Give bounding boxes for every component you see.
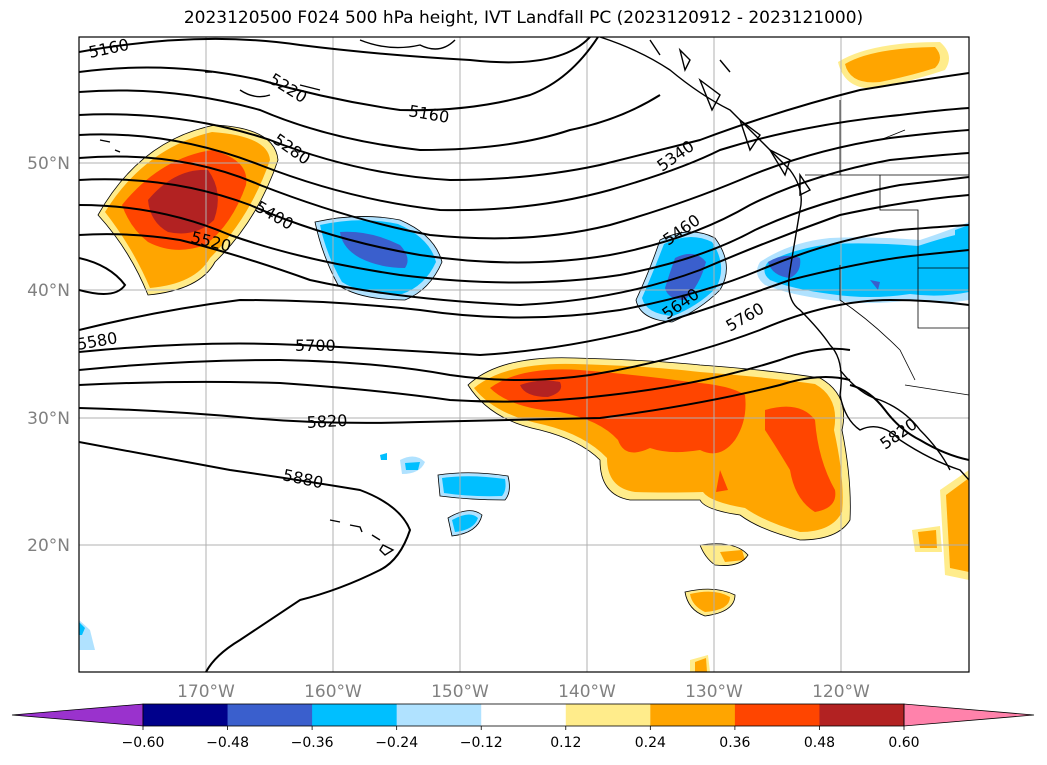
colorbar-swatch bbox=[227, 704, 313, 726]
colorbar-tick-label: −0.12 bbox=[460, 735, 503, 751]
latitude-labels: 50°N 40°N 30°N 20°N bbox=[27, 154, 70, 556]
colorbar-swatch bbox=[819, 704, 905, 726]
ivt-positive-shading bbox=[98, 42, 969, 672]
contour-label: 5400 bbox=[252, 197, 297, 234]
contour-label: 5820 bbox=[876, 414, 920, 453]
lon-label-160w: 160°W bbox=[304, 682, 362, 702]
contour-label: 5580 bbox=[75, 328, 118, 354]
contour-label: 5700 bbox=[295, 336, 336, 355]
contour-label: 5880 bbox=[281, 465, 325, 492]
colorbar-swatch bbox=[565, 704, 651, 726]
lon-label-140w: 140°W bbox=[558, 682, 616, 702]
colorbar-tick-label: −0.36 bbox=[291, 735, 334, 751]
hawaii-islands bbox=[329, 519, 395, 556]
map-frame bbox=[78, 36, 970, 673]
lon-label-130w: 130°W bbox=[685, 682, 743, 702]
colorbar-tick-label: 0.60 bbox=[888, 735, 919, 751]
colorbar-tick-label: 0.48 bbox=[804, 735, 835, 751]
borders bbox=[805, 100, 969, 396]
lon-label-150w: 150°W bbox=[431, 682, 489, 702]
graticule bbox=[79, 37, 969, 672]
colorbar-tick-label: 0.24 bbox=[635, 735, 666, 751]
colorbar-swatch bbox=[650, 704, 736, 726]
contour-label: 5160 bbox=[407, 101, 450, 127]
lon-label-170w: 170°W bbox=[177, 682, 235, 702]
colorbar-swatch bbox=[734, 704, 820, 726]
colorbar-tick-label: −0.24 bbox=[375, 735, 418, 751]
map-title: 2023120500 F024 500 hPa height, IVT Land… bbox=[183, 8, 864, 28]
ivt-negative-shading bbox=[79, 216, 969, 650]
lat-label-20n: 20°N bbox=[27, 536, 70, 556]
colorbar-swatch bbox=[312, 704, 398, 726]
contour-label: 5220 bbox=[266, 69, 311, 107]
lat-label-30n: 30°N bbox=[27, 409, 70, 429]
lat-label-50n: 50°N bbox=[27, 154, 70, 174]
colorbar-tick-label: 0.12 bbox=[550, 735, 581, 751]
colorbar-frame bbox=[142, 703, 905, 727]
colorbar-tick-label: −0.48 bbox=[206, 735, 249, 751]
colorbar-extend-low bbox=[11, 703, 144, 727]
map-area: 5160 5220 5160 5280 5340 5400 5520 5460 … bbox=[75, 35, 969, 672]
north-america-coast bbox=[599, 37, 969, 481]
colorbar-tick-label: −0.60 bbox=[122, 735, 165, 751]
contour-label: 5820 bbox=[306, 411, 348, 432]
colorbar-swatch bbox=[143, 704, 229, 726]
colorbar-swatch bbox=[481, 704, 567, 726]
colorbar-extend-high bbox=[903, 703, 1035, 727]
height-contours bbox=[79, 37, 969, 672]
lon-label-120w: 120°W bbox=[812, 682, 870, 702]
longitude-labels: 170°W 160°W 150°W 140°W 130°W 120°W bbox=[177, 682, 870, 702]
colorbar-swatch bbox=[396, 704, 482, 726]
colorbar: −0.60 −0.48 −0.36 −0.24 −0.12 0.12 0.24 0.36 0.4… bbox=[11, 703, 1035, 751]
lat-label-40n: 40°N bbox=[27, 281, 70, 301]
coastlines bbox=[99, 37, 969, 556]
colorbar-tick-label: 0.36 bbox=[719, 735, 750, 751]
contour-label: 5160 bbox=[87, 35, 131, 62]
